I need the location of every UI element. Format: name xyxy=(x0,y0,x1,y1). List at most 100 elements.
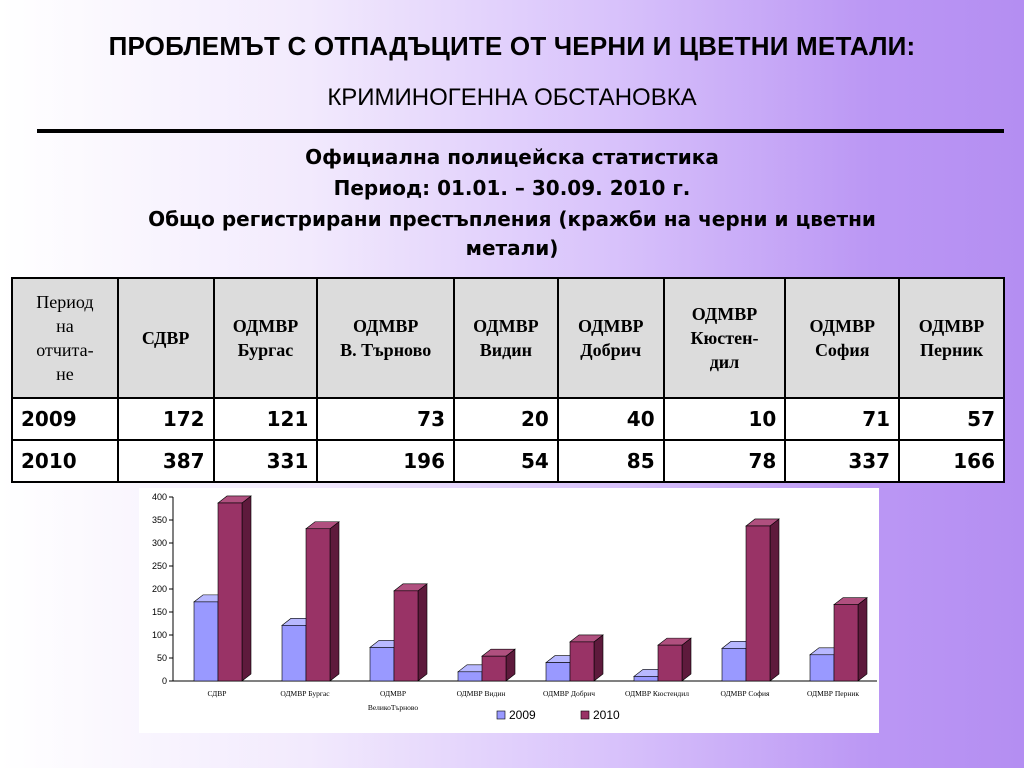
table-cell: 337 xyxy=(784,439,901,483)
crime-stats-table: Период на отчита- не СДВР ОДМВР Бургас О… xyxy=(11,277,1005,483)
header-line: ОДМВР xyxy=(918,316,985,336)
bar xyxy=(193,601,219,682)
table-cell: 73 xyxy=(316,397,456,441)
header-line: ОДМВР xyxy=(232,316,299,336)
table-cell: 85 xyxy=(556,439,665,483)
header-line: СДВР xyxy=(141,328,190,348)
bar xyxy=(633,676,659,682)
table-row-2009: 2009 172 121 73 20 40 10 71 57 xyxy=(11,397,1005,441)
legend-swatch xyxy=(496,710,506,720)
y-tick-label: 350 xyxy=(152,515,167,525)
bar xyxy=(809,654,835,682)
header-cell-burgas: ОДМВР Бургас xyxy=(212,277,319,399)
table-cell: 2009 xyxy=(11,397,119,441)
header-cell-period: Период на отчита- не xyxy=(11,277,119,399)
table-cell: 387 xyxy=(116,439,215,483)
bar-side xyxy=(329,521,340,682)
header-line: Видин xyxy=(479,340,533,360)
slide-title: ПРОБЛЕМЪТ С ОТПАДЪЦИТЕ ОТ ЧЕРНИ И ЦВЕТНИ… xyxy=(108,31,916,61)
bar xyxy=(369,647,395,682)
bar xyxy=(745,525,771,682)
x-tick-label: ОДМВР Добрич xyxy=(543,689,595,698)
table-cell: 172 xyxy=(116,397,215,441)
header-line: на xyxy=(56,316,74,336)
header-line: София xyxy=(814,340,870,360)
y-tick-label: 400 xyxy=(152,492,167,502)
stats-line-source: Официална полицейска статистика xyxy=(305,145,719,169)
header-line: Бургас xyxy=(237,340,294,360)
bar-side xyxy=(769,518,780,682)
header-line: дил xyxy=(709,352,740,372)
header-line: Добрич xyxy=(580,340,642,360)
header-line: Период xyxy=(36,292,94,312)
table-cell: 166 xyxy=(898,439,1005,483)
slide-subtitle: КРИМИНОГЕННА ОБСТАНОВКА xyxy=(327,84,697,111)
table-cell: 20 xyxy=(453,397,559,441)
table-cell: 40 xyxy=(556,397,665,441)
table-header-row: Период на отчита- не СДВР ОДМВР Бургас О… xyxy=(11,277,1005,399)
y-tick-label: 100 xyxy=(152,630,167,640)
table-cell: 71 xyxy=(784,397,901,441)
header-cell-dobrich: ОДМВР Добрич xyxy=(556,277,665,399)
bar-side xyxy=(681,637,692,682)
table-cell: 78 xyxy=(662,439,787,483)
table-cell: 2010 xyxy=(11,439,119,483)
stats-line-description-cont: метали) xyxy=(465,236,559,260)
bar xyxy=(393,590,419,682)
title-divider xyxy=(37,129,1004,133)
legend-label: 2010 xyxy=(593,708,620,722)
header-cell-sdvr: СДВР xyxy=(116,277,215,399)
header-cell-pernik: ОДМВР Перник xyxy=(898,277,1005,399)
table-cell: 54 xyxy=(453,439,559,483)
x-tick-label: ОДМВР Бургас xyxy=(280,689,330,698)
x-tick-label: ОДМВР xyxy=(380,689,406,698)
x-tick-label: СДВР xyxy=(208,689,227,698)
bar xyxy=(217,502,243,682)
bar xyxy=(281,625,307,682)
bar-chart: 0 50 100 150 200 250 300 350 400 СДВР ОДМВР Бургас… xyxy=(139,488,879,733)
header-line: Кюстен- xyxy=(690,328,759,348)
y-tick-label: 200 xyxy=(152,584,167,594)
bar xyxy=(721,648,747,682)
header-line: ОДМВР xyxy=(577,316,644,336)
table-cell: 121 xyxy=(212,397,319,441)
table-row-2010: 2010 387 331 196 54 85 78 337 166 xyxy=(11,439,1005,483)
bar xyxy=(569,641,595,682)
legend-swatch xyxy=(580,710,590,720)
x-tick-label: ОДМВР Видин xyxy=(457,689,506,698)
header-cell-sofia: ОДМВР София xyxy=(784,277,901,399)
bar xyxy=(657,644,683,682)
bar-side xyxy=(593,634,604,682)
header-cell-v-tarnovo: ОДМВР В. Търново xyxy=(316,277,456,399)
chart-canvas: 0 50 100 150 200 250 300 350 400 СДВР ОДМВР Бургас… xyxy=(152,492,877,722)
bar xyxy=(545,662,571,682)
stats-line-description: Общо регистрирани престъпления (кражби н… xyxy=(148,207,876,231)
x-tick-label: ВеликоТърново xyxy=(368,703,419,712)
header-line: Перник xyxy=(919,340,984,360)
y-tick-label: 50 xyxy=(157,653,167,663)
bar xyxy=(833,604,859,682)
table-cell: 331 xyxy=(212,439,319,483)
bar xyxy=(457,671,483,682)
y-tick-label: 250 xyxy=(152,561,167,571)
header-line: отчита- xyxy=(36,340,94,360)
bar-side xyxy=(241,495,252,682)
table-cell: 196 xyxy=(316,439,456,483)
x-tick-label: ОДМВР Кюстендил xyxy=(625,689,689,698)
header-line: не xyxy=(56,364,74,384)
header-line: ОДМВР xyxy=(473,316,539,336)
y-tick-label: 150 xyxy=(152,607,167,617)
y-tick-label: 300 xyxy=(152,538,167,548)
header-line: ОДМВР xyxy=(691,304,758,324)
x-tick-label: ОДМВР София xyxy=(721,689,771,698)
table-cell: 10 xyxy=(662,397,787,441)
bar xyxy=(305,528,331,682)
bar-side xyxy=(857,597,868,682)
header-cell-vidin: ОДМВР Видин xyxy=(453,277,559,399)
x-tick-label: ОДМВР Перник xyxy=(807,689,859,698)
stats-line-period: Период: 01.01. – 30.09. 2010 г. xyxy=(333,176,691,200)
bar xyxy=(481,655,507,682)
legend-label: 2009 xyxy=(509,708,536,722)
header-line: ОДМВР xyxy=(809,316,875,336)
table-cell: 57 xyxy=(898,397,1005,441)
